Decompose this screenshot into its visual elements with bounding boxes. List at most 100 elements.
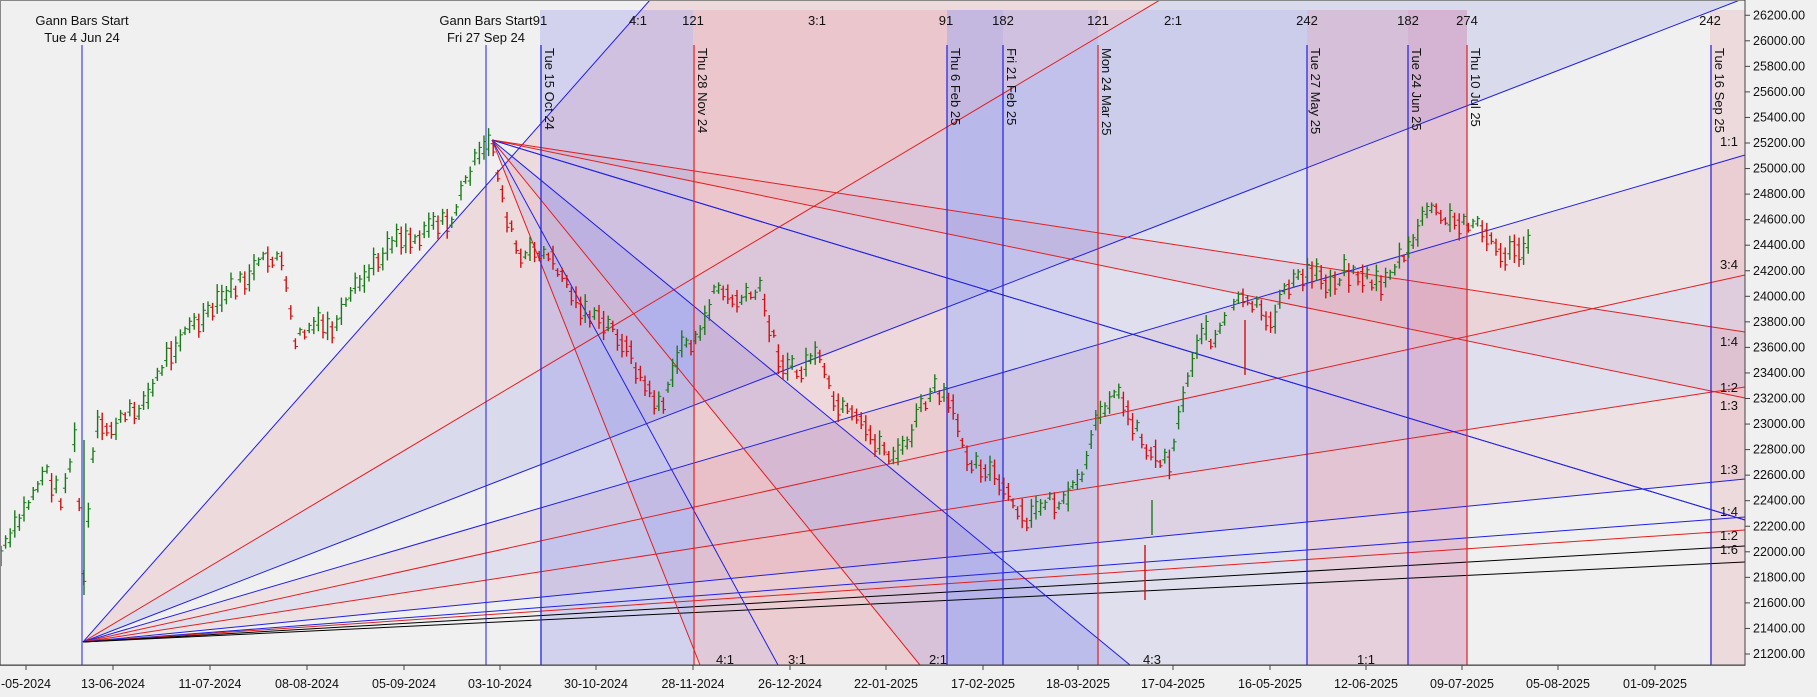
- price-bar: [3, 535, 9, 549]
- fan1-line-3: [82, 154, 1746, 643]
- price-bar: [173, 336, 179, 364]
- y-tick-label-15: 24200.00: [1753, 264, 1805, 278]
- price-bar: [647, 380, 653, 398]
- y-tick-label-24: 26000.00: [1753, 34, 1805, 48]
- price-bar: [463, 175, 469, 184]
- right-ratio-4: 1:3: [1720, 398, 1738, 413]
- price-bar: [315, 306, 321, 332]
- price-bar: [453, 204, 459, 216]
- price-bar: [1153, 439, 1159, 468]
- cycle-band-6: [1408, 10, 1467, 665]
- price-bar: [150, 378, 156, 397]
- y-tick-label-20: 25200.00: [1753, 136, 1805, 150]
- price-bar: [407, 227, 413, 254]
- price-bar: [1074, 469, 1080, 490]
- price-bar: [794, 369, 800, 379]
- price-bar: [444, 208, 450, 239]
- price-bar: [1051, 492, 1057, 520]
- y-tick-label-4: 22000.00: [1753, 545, 1805, 559]
- cycle-band-7: [1710, 10, 1745, 665]
- cycle-date-8: Tue 16 Sep 25: [1712, 48, 1727, 133]
- price-bar: [624, 335, 630, 357]
- price-bar: [1033, 495, 1039, 520]
- price-bar: [932, 374, 938, 393]
- price-bar: [1332, 271, 1338, 295]
- x-tick-label-1: 13-06-2024: [81, 677, 145, 691]
- price-bar: [223, 286, 229, 305]
- price-bar: [200, 303, 206, 333]
- price-bar: [7, 528, 13, 548]
- y-tick-label-7: 22600.00: [1753, 468, 1805, 482]
- y-tick-label-23: 25800.00: [1753, 59, 1805, 73]
- price-bar: [256, 257, 262, 267]
- price-bar: [518, 248, 524, 268]
- price-bar: [476, 141, 482, 165]
- fan2-line-0: [491, 139, 701, 666]
- x-tick-label-10: 17-02-2025: [951, 677, 1015, 691]
- price-bar: [918, 394, 924, 413]
- price-bar: [955, 413, 961, 438]
- price-bar: [840, 397, 846, 413]
- price-bar: [380, 247, 386, 271]
- price-bar: [725, 284, 731, 304]
- price-bar: [1015, 506, 1021, 520]
- price-bar: [58, 498, 64, 511]
- fan1-line-5: [82, 386, 1746, 643]
- price-bar: [1231, 298, 1237, 311]
- fan2-line-6: [491, 139, 1746, 333]
- top-count-10: 274: [1456, 13, 1478, 28]
- price-bar: [964, 445, 970, 472]
- price-bar: [1484, 222, 1490, 252]
- y-tick-label-1: 21400.00: [1753, 621, 1805, 635]
- right-ratio-1: 3:4: [1720, 257, 1738, 272]
- fan1-line-8: [82, 529, 1746, 643]
- price-bar: [844, 402, 850, 415]
- price-bar: [205, 301, 211, 318]
- price-bar: [596, 304, 602, 329]
- price-bar: [426, 212, 432, 238]
- price-bar: [384, 231, 390, 261]
- price-bar: [1235, 291, 1241, 304]
- price-bar: [1511, 234, 1517, 263]
- top-count-4: 91: [939, 13, 953, 28]
- gann-start-date-0: Tue 4 Jun 24: [44, 30, 119, 45]
- price-bar: [895, 438, 901, 466]
- price-bar: [1097, 400, 1103, 424]
- price-bar: [1360, 264, 1366, 293]
- price-bar: [1415, 218, 1421, 247]
- price-bar: [196, 313, 202, 338]
- price-bar: [775, 344, 781, 375]
- price-bar: [1061, 491, 1067, 504]
- top-count-7: 2:1: [1164, 13, 1182, 28]
- price-bar: [1157, 459, 1163, 468]
- price-bar: [1107, 391, 1113, 414]
- price-bar: [628, 340, 634, 365]
- price-bar: [85, 502, 91, 528]
- price-bar: [688, 339, 694, 356]
- price-bar: [1516, 237, 1522, 267]
- price-bar: [269, 256, 275, 268]
- price-bar: [1143, 444, 1149, 460]
- bottom-ratio-2: 2:1: [929, 652, 947, 667]
- price-bar: [674, 345, 680, 374]
- price-bar: [338, 297, 344, 325]
- price-bar: [1189, 352, 1195, 377]
- price-bar: [605, 315, 611, 332]
- price-bar: [927, 387, 933, 403]
- price-bar: [831, 391, 837, 411]
- cycle-date-1: Thu 28 Nov 24: [695, 48, 710, 133]
- price-bar: [1194, 334, 1200, 359]
- top-count-2: 121: [682, 13, 704, 28]
- price-bar: [789, 355, 795, 370]
- price-bar: [849, 405, 855, 421]
- price-bar: [1364, 266, 1370, 280]
- price-bar: [821, 362, 827, 379]
- price-bar: [99, 412, 105, 441]
- y-tick-label-9: 23000.00: [1753, 417, 1805, 431]
- price-bar: [1249, 300, 1255, 313]
- cycle-lines: [81, 45, 1712, 665]
- price-bar: [191, 313, 197, 330]
- top-count-9: 182: [1397, 13, 1419, 28]
- price-bar: [697, 325, 703, 341]
